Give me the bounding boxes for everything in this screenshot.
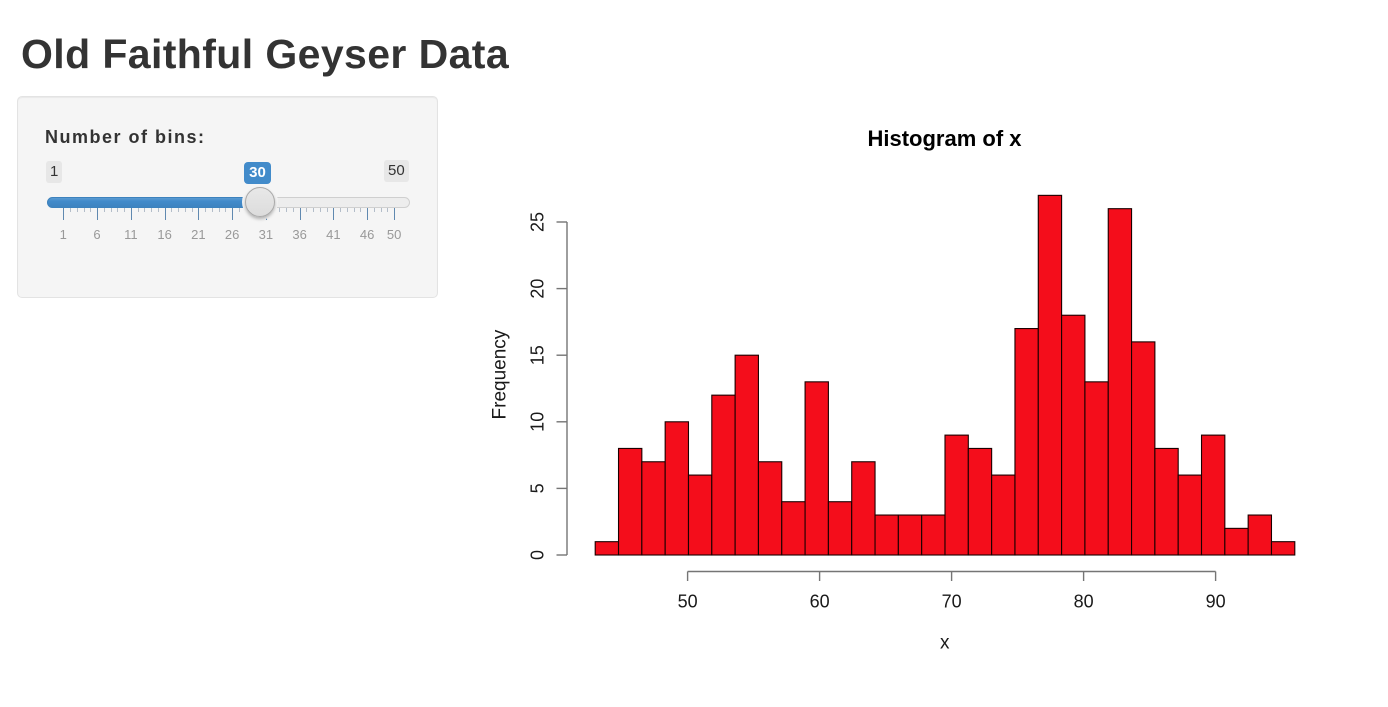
svg-text:60: 60 (810, 592, 830, 612)
svg-text:Histogram of x: Histogram of x (867, 126, 1022, 151)
svg-text:70: 70 (942, 592, 962, 612)
svg-text:5: 5 (528, 483, 548, 493)
svg-text:x: x (940, 633, 950, 654)
svg-text:0: 0 (528, 550, 548, 560)
svg-text:90: 90 (1206, 592, 1226, 612)
svg-text:15: 15 (528, 345, 548, 365)
svg-text:25: 25 (528, 212, 548, 232)
svg-text:20: 20 (528, 279, 548, 299)
svg-text:10: 10 (528, 412, 548, 432)
svg-text:Frequency: Frequency (490, 329, 511, 419)
svg-text:50: 50 (678, 592, 698, 612)
svg-text:80: 80 (1074, 592, 1094, 612)
